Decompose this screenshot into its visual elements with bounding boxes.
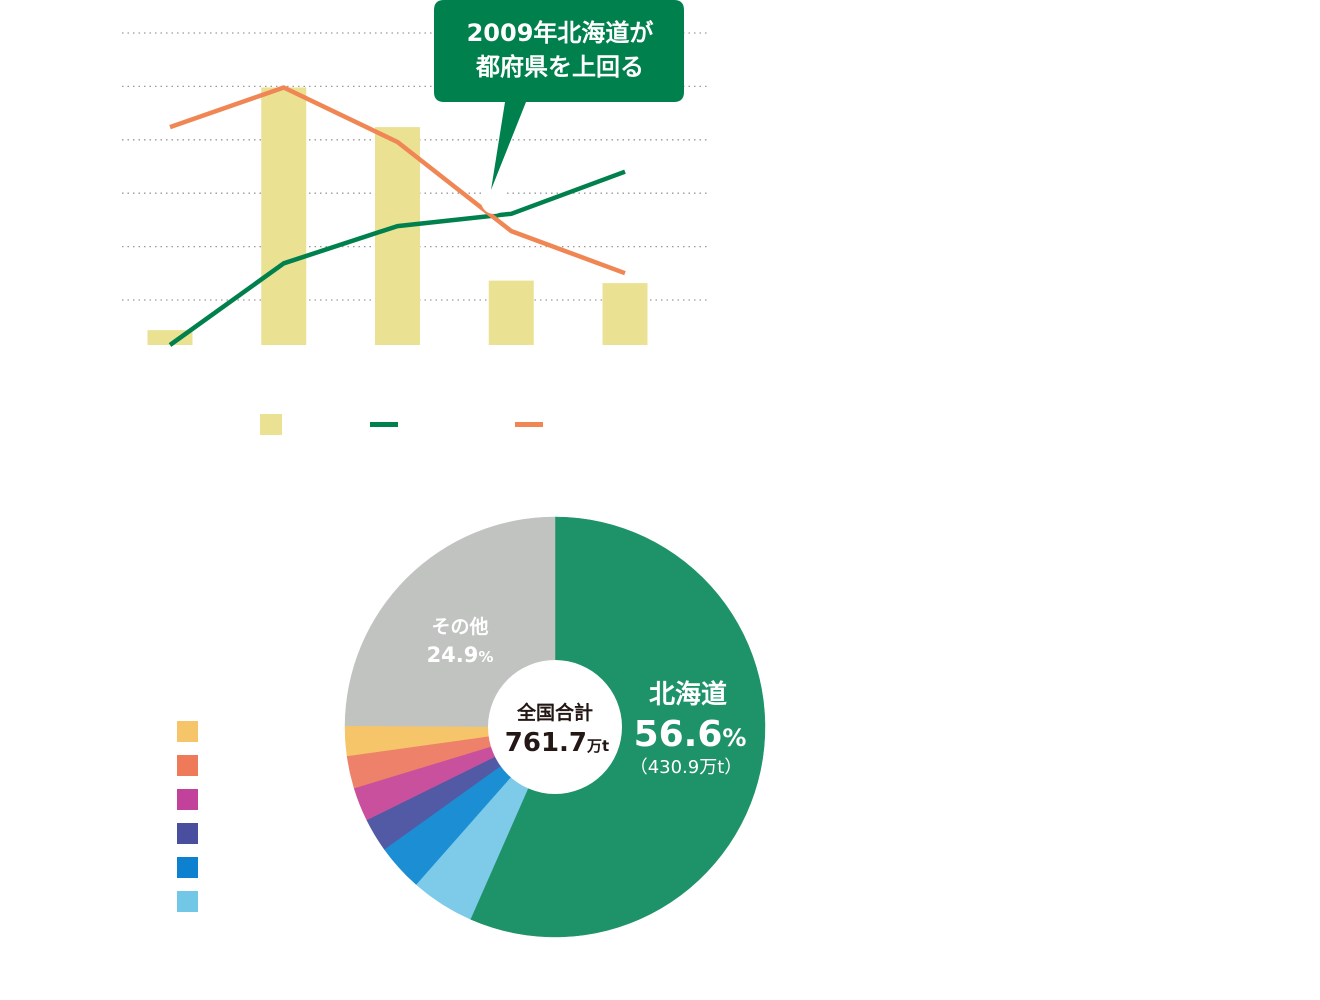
legend-swatch [177, 789, 198, 810]
bar-chart-legend [260, 414, 543, 435]
center-total-unit: 万t [586, 737, 609, 755]
slice-percent-other-value: 24.9 [427, 643, 479, 667]
slice-label-other: その他 [431, 615, 488, 638]
slice-percent-other: 24.9% [427, 643, 494, 667]
callout-text-line-1: 2009年北海道が [467, 19, 654, 47]
donut-legend [177, 721, 198, 912]
bar [602, 283, 648, 345]
legend-swatch-green-line [370, 422, 398, 427]
slice-percent-hokkaido-suffix: % [722, 724, 746, 752]
center-total: 761.7万t [505, 728, 609, 758]
center-title: 全国合計 [516, 701, 593, 724]
slice-amount-hokkaido: （430.9万t） [630, 757, 743, 778]
line-series [168, 85, 626, 347]
legend-swatch [177, 721, 198, 742]
line-series-orange [169, 85, 626, 276]
slice-label-hokkaido: 北海道 [649, 679, 727, 710]
bar [488, 280, 534, 345]
donut-chart: 全国合計 761.7万t 北海道 56.6% （430.9万t） その他 24.… [177, 516, 766, 938]
callout-bubble [434, 0, 684, 190]
bar-series [147, 87, 648, 345]
callout-text-line-2: 都府県を上回る [475, 53, 644, 81]
center-total-value: 761.7 [505, 728, 587, 758]
callout-annotation: 2009年北海道が 都府県を上回る [434, 0, 684, 190]
bar [375, 127, 420, 345]
bar [261, 87, 307, 345]
legend-swatch [177, 823, 198, 844]
slice-percent-hokkaido: 56.6% [634, 714, 747, 755]
crossing-marker [481, 188, 507, 214]
legend-swatch-bar [260, 414, 282, 435]
line-series-green [168, 169, 626, 347]
slice-percent-hokkaido-value: 56.6 [634, 714, 723, 755]
bar [147, 330, 193, 345]
slice-percent-other-suffix: % [478, 648, 493, 666]
donut-slice [344, 516, 556, 728]
donut-hole [488, 660, 622, 794]
legend-swatch-orange-line [515, 422, 543, 427]
legend-swatch [177, 755, 198, 776]
legend-swatch [177, 891, 198, 912]
combo-bar-line-chart: 2009年北海道が 都府県を上回る [122, 0, 708, 435]
legend-swatch [177, 857, 198, 878]
